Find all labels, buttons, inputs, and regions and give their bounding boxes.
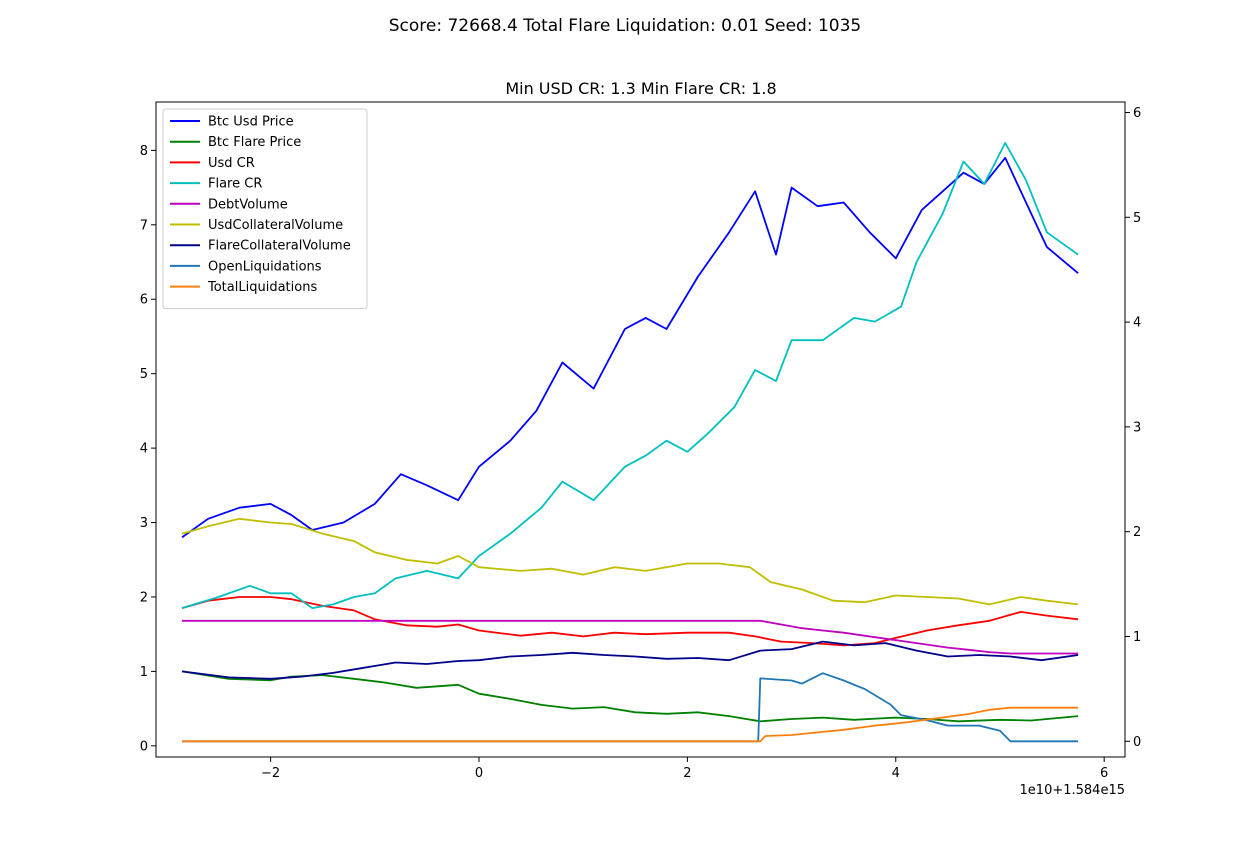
legend-label: DebtVolume xyxy=(208,197,288,212)
legend-box xyxy=(162,108,368,310)
y-left-tick-label: 0 xyxy=(140,739,148,754)
legend-label: Btc Flare Price xyxy=(208,135,301,150)
legend-label: Flare CR xyxy=(208,177,262,192)
y-left-tick-label: 1 xyxy=(140,665,148,680)
legend-label: OpenLiquidations xyxy=(208,259,322,274)
y-left-tick-label: 5 xyxy=(140,367,148,382)
y-left-tick-label: 6 xyxy=(140,293,148,308)
x-tick-label: 4 xyxy=(892,766,900,781)
plot-area xyxy=(181,142,1079,743)
y-left-tick-label: 4 xyxy=(140,442,148,457)
y-left-tick-label: 2 xyxy=(140,590,148,605)
legend: Btc Usd Price Btc Flare Price Usd CR Flare … xyxy=(162,108,368,310)
legend-label: TotalLiquidations xyxy=(207,280,317,295)
series-line-flare-cr xyxy=(181,142,1079,609)
x-tick-label: 2 xyxy=(683,766,691,781)
series-line-btc-flare-price xyxy=(181,670,1079,723)
x-tick-label: 6 xyxy=(1100,766,1108,781)
legend-label: Btc Usd Price xyxy=(208,115,294,130)
y-right-tick-label: 3 xyxy=(1133,420,1141,435)
series-line-debtvolume xyxy=(182,619,1079,655)
y-right-tick-label: 4 xyxy=(1133,316,1141,331)
chart-title: Min USD CR: 1.3 Min Flare CR: 1.8 xyxy=(505,79,776,98)
y-left-tick-label: 3 xyxy=(140,516,148,531)
legend-label: FlareCollateralVolume xyxy=(208,239,351,254)
y-right-tick-label: 0 xyxy=(1133,735,1141,750)
x-axis-offset-label: 1e10+1.584e15 xyxy=(1020,783,1125,798)
x-tick-label: −2 xyxy=(261,766,280,781)
y-right-tick-label: 1 xyxy=(1133,630,1141,645)
axes: −2 0 2 4 6 0 1 2 3 4 5 6 7 8 0 1 2 3 4 5 6 xyxy=(140,101,1141,781)
series-line-totalliquidations xyxy=(182,706,1079,743)
series-line-usdcollateralvolume xyxy=(181,517,1079,606)
series-line-flarecollateralvolume xyxy=(181,640,1079,680)
legend-label: Usd CR xyxy=(208,156,255,171)
y-left-tick-label: 8 xyxy=(140,144,148,159)
y-left-tick-label: 7 xyxy=(140,218,148,233)
chart-suptitle: Score: 72668.4 Total Flare Liquidation: … xyxy=(389,16,862,36)
series-line-btc-usd-price xyxy=(181,156,1079,539)
x-tick-label: 0 xyxy=(475,766,483,781)
y-right-tick-label: 5 xyxy=(1133,211,1141,226)
y-right-tick-label: 6 xyxy=(1133,106,1141,121)
axes-frame xyxy=(155,101,1126,758)
y-right-tick-label: 2 xyxy=(1133,525,1141,540)
series-line-openliquidations xyxy=(182,672,1079,743)
legend-label: UsdCollateralVolume xyxy=(208,218,343,233)
